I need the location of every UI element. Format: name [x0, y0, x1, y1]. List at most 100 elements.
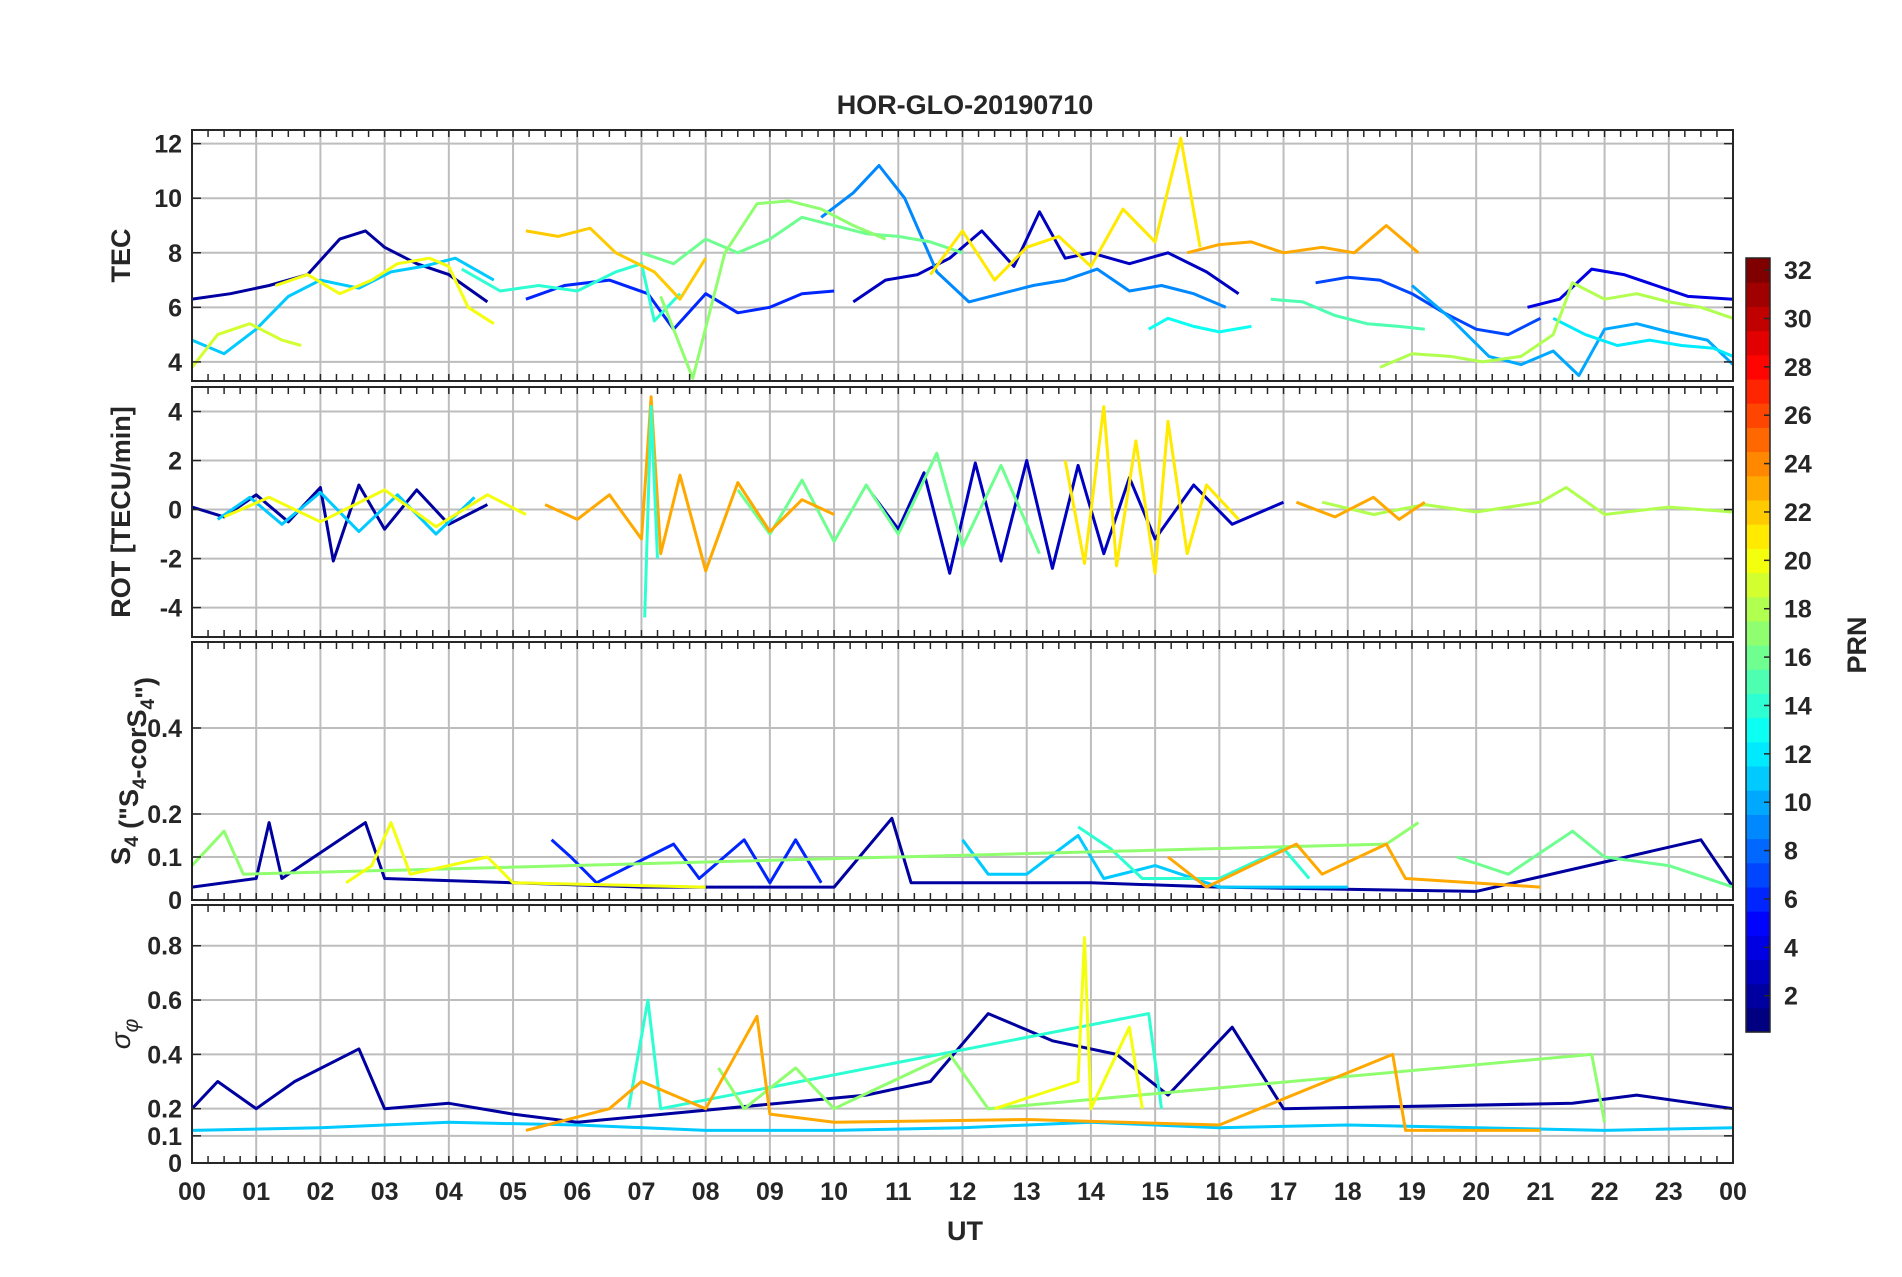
series-group: [192, 936, 1733, 1132]
x-tick-label: 05: [499, 1178, 527, 1206]
series-prn-12: [1552, 316, 1733, 358]
chart-title: HOR-GLO-20190710: [837, 90, 1094, 120]
colorbar-tick-label: 30: [1784, 305, 1812, 333]
series-prn-3: [871, 459, 1285, 575]
panel-frame: [191, 129, 1734, 382]
x-tick-label: 15: [1141, 1178, 1169, 1206]
colorbar-tick-label: 12: [1784, 741, 1812, 769]
colorbar-bin: [1746, 282, 1770, 307]
series-prn-20: [223, 488, 527, 529]
colorbar-tick-label: 6: [1784, 886, 1798, 914]
series-prn-18: [1379, 281, 1733, 369]
series-prn-21: [929, 136, 1202, 282]
series-prn-20: [345, 821, 706, 889]
series-prn-15: [1270, 297, 1425, 331]
colorbar-bin: [1746, 669, 1770, 694]
x-tick-label: 00: [1719, 1178, 1747, 1206]
x-tick-label: 13: [1013, 1178, 1041, 1206]
x-tick-label: 12: [949, 1178, 977, 1206]
y-tick-label: 0: [168, 887, 182, 915]
colorbar-bin: [1746, 814, 1770, 840]
x-tick-label: 19: [1398, 1178, 1426, 1206]
x-tick-labels: 00 01 02 03 04 05 06 07 08 09 10 11 12 13 14 15 16 17 18 19…: [178, 1178, 1747, 1206]
y-tick-label: 0: [168, 497, 182, 525]
colorbar-tick-label: 14: [1784, 692, 1812, 720]
series-prn-21: [1063, 405, 1240, 575]
series-prn-20: [994, 936, 1144, 1111]
colorbar-tick-label: 16: [1784, 644, 1812, 672]
panel-4: 00.10.2 0.4 0.6 0.8 σφ: [105, 904, 1734, 1178]
y-axis-label: ROT [TECU/min]: [106, 406, 136, 617]
series-prn-16: [641, 215, 963, 266]
colorbar-tick-label: 22: [1784, 499, 1812, 527]
panel-frame: [191, 386, 1734, 638]
y-tick-label: 0.4: [147, 715, 182, 743]
x-tick-label: 04: [435, 1178, 463, 1206]
series-group: [192, 136, 1733, 380]
colorbar-frame: [1745, 257, 1771, 1033]
x-tick-label: 16: [1205, 1178, 1233, 1206]
x-tick-label: 18: [1334, 1178, 1362, 1206]
colorbar-tick-label: 2: [1784, 983, 1798, 1011]
series-prn-4: [1527, 267, 1733, 309]
series-prn-23: [1295, 495, 1426, 521]
series-prn-23: [1167, 842, 1541, 889]
series-prn-20: [275, 256, 495, 325]
y-tick-label: 10: [154, 185, 182, 213]
series-prn-11: [192, 1120, 1733, 1132]
colorbar-bin: [1746, 765, 1770, 791]
y-tick-label: -2: [160, 546, 182, 574]
colorbar-tick-label: 26: [1784, 402, 1812, 430]
x-tick-label: 11: [885, 1178, 912, 1206]
x-tick-label: 09: [756, 1178, 784, 1206]
x-tick-label: 21: [1526, 1178, 1554, 1206]
colorbar-tick-label: 28: [1784, 354, 1812, 382]
series-prn-23: [544, 395, 835, 573]
series-prn-2: [192, 483, 489, 563]
x-tick-label: 22: [1591, 1178, 1619, 1206]
series-prn-6: [525, 278, 835, 331]
y-tick-label: 0.2: [147, 801, 182, 829]
x-tick-label: 06: [563, 1178, 591, 1206]
panel-3: 0 0.1 0.2 0.4S4 ("S4-corS4"): [106, 641, 1734, 915]
colorbar-bin: [1746, 959, 1770, 985]
colorbar-bin: [1746, 524, 1770, 549]
y-tick-label: 0.1: [147, 844, 182, 872]
series-prn-19: [192, 322, 302, 369]
colorbar-bin: [1746, 620, 1770, 646]
colorbar-tick-label: 10: [1784, 789, 1812, 817]
panel-1: 4 6 8 10 12 TEC: [106, 129, 1734, 382]
x-axis-label: UT: [947, 1216, 983, 1246]
series-prn-14: [627, 998, 1163, 1111]
x-tick-label: 07: [628, 1178, 656, 1206]
y-axis-label: S4 ("S4-corS4"): [106, 677, 160, 865]
series-prn-14: [460, 262, 682, 323]
series-prn-17: [659, 199, 887, 380]
colorbar-bin: [1746, 1007, 1770, 1033]
colorbar-tick-label: 20: [1784, 547, 1812, 575]
colorbar-bin: [1746, 717, 1770, 743]
x-tick-label: 00: [178, 1178, 206, 1206]
x-tick-label: 01: [242, 1178, 270, 1206]
series-prn-3: [852, 210, 1240, 304]
colorbar-tick-label: 4: [1784, 934, 1798, 962]
y-tick-label: 0.4: [147, 1041, 182, 1069]
y-axis-label: TEC: [106, 229, 136, 283]
series-group: [192, 395, 1733, 618]
colorbar-tick-label: 24: [1784, 451, 1812, 479]
y-tick-label: 8: [168, 240, 182, 268]
series-prn-10: [1411, 284, 1733, 377]
x-tick-label: 23: [1655, 1178, 1683, 1206]
y-tick-label: 4: [168, 349, 182, 377]
series-prn-23: [525, 1014, 1541, 1132]
y-tick-label: 2: [168, 448, 182, 476]
y-tick-label: 0.2: [147, 1096, 182, 1124]
series-prn-14: [1077, 825, 1311, 880]
y-axis-label: σφ: [105, 1018, 143, 1049]
y-tick-label: 6: [168, 294, 182, 322]
x-tick-label: 10: [820, 1178, 848, 1206]
series-prn-16: [736, 451, 1041, 555]
